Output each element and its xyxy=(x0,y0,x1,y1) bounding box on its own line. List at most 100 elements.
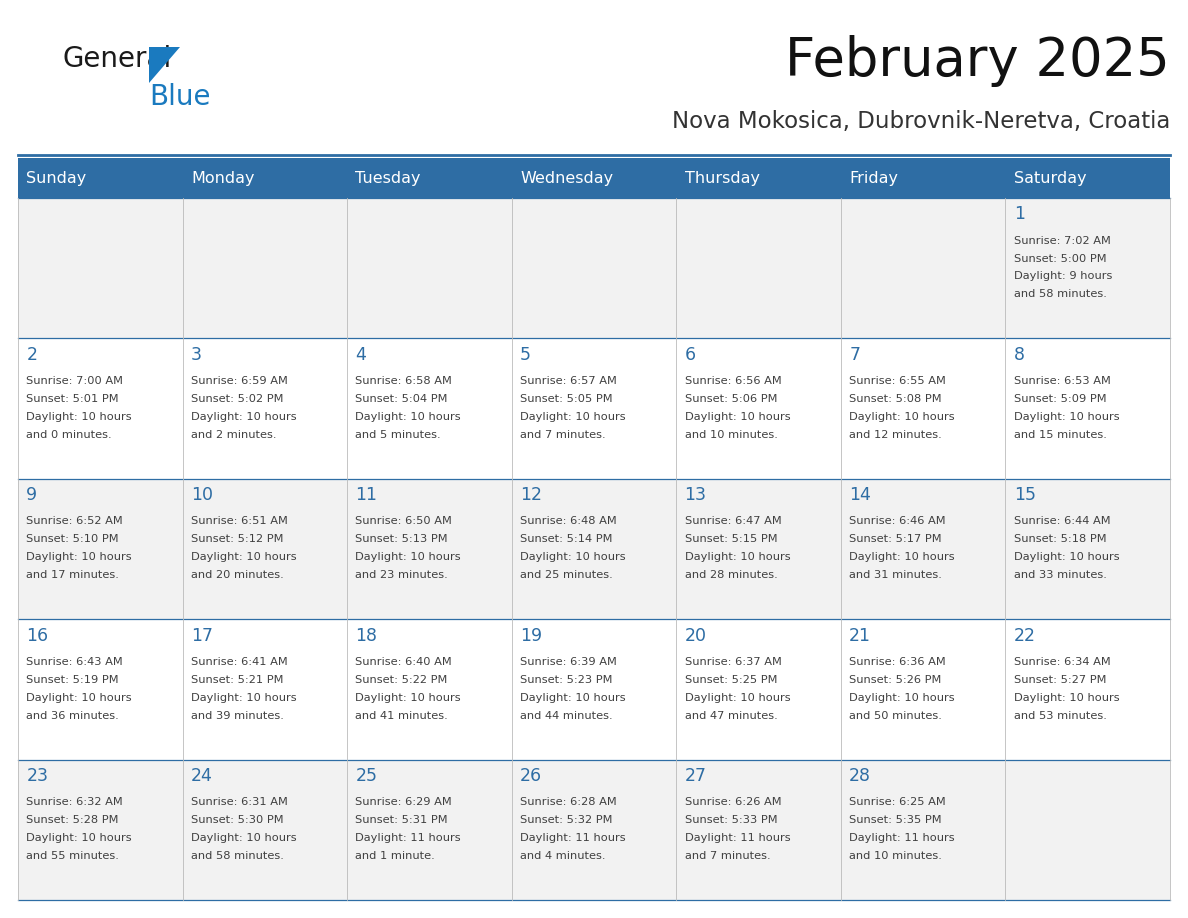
Text: and 36 minutes.: and 36 minutes. xyxy=(26,711,119,721)
Text: and 39 minutes.: and 39 minutes. xyxy=(191,711,284,721)
Text: Tuesday: Tuesday xyxy=(355,171,421,185)
Text: Sunrise: 6:28 AM: Sunrise: 6:28 AM xyxy=(520,797,617,807)
Text: 16: 16 xyxy=(26,627,49,644)
Text: Daylight: 10 hours: Daylight: 10 hours xyxy=(26,693,132,702)
Text: 5: 5 xyxy=(520,346,531,364)
Text: Daylight: 10 hours: Daylight: 10 hours xyxy=(26,412,132,422)
Text: Sunset: 5:22 PM: Sunset: 5:22 PM xyxy=(355,675,448,685)
Text: Sunrise: 6:25 AM: Sunrise: 6:25 AM xyxy=(849,797,946,807)
Bar xyxy=(1005,620,1170,759)
Text: 15: 15 xyxy=(1013,487,1036,504)
Text: Sunset: 5:10 PM: Sunset: 5:10 PM xyxy=(26,534,119,544)
Bar xyxy=(841,479,1005,620)
Text: Daylight: 10 hours: Daylight: 10 hours xyxy=(684,412,790,422)
Text: and 31 minutes.: and 31 minutes. xyxy=(849,570,942,580)
Bar xyxy=(512,198,676,339)
Text: Daylight: 10 hours: Daylight: 10 hours xyxy=(849,553,955,562)
Text: 22: 22 xyxy=(1013,627,1036,644)
Text: Sunrise: 6:37 AM: Sunrise: 6:37 AM xyxy=(684,657,782,666)
Text: 20: 20 xyxy=(684,627,707,644)
Text: 4: 4 xyxy=(355,346,366,364)
Text: General: General xyxy=(62,45,171,73)
Text: Daylight: 10 hours: Daylight: 10 hours xyxy=(355,412,461,422)
Text: Sunset: 5:00 PM: Sunset: 5:00 PM xyxy=(1013,253,1106,263)
Text: and 15 minutes.: and 15 minutes. xyxy=(1013,430,1106,440)
Text: Sunset: 5:08 PM: Sunset: 5:08 PM xyxy=(849,394,942,404)
Bar xyxy=(512,759,676,900)
Text: Daylight: 10 hours: Daylight: 10 hours xyxy=(355,553,461,562)
Bar xyxy=(841,620,1005,759)
Text: 28: 28 xyxy=(849,767,871,785)
Text: Sunset: 5:06 PM: Sunset: 5:06 PM xyxy=(684,394,777,404)
Text: Sunrise: 6:52 AM: Sunrise: 6:52 AM xyxy=(26,517,124,526)
Bar xyxy=(1005,158,1170,198)
Text: February 2025: February 2025 xyxy=(785,35,1170,87)
Bar xyxy=(183,198,347,339)
Text: and 4 minutes.: and 4 minutes. xyxy=(520,851,606,861)
Bar xyxy=(676,158,841,198)
Text: 21: 21 xyxy=(849,627,871,644)
Text: Sunrise: 6:26 AM: Sunrise: 6:26 AM xyxy=(684,797,782,807)
Text: Daylight: 10 hours: Daylight: 10 hours xyxy=(1013,693,1119,702)
Text: Sunrise: 6:41 AM: Sunrise: 6:41 AM xyxy=(191,657,287,666)
Bar xyxy=(183,759,347,900)
Text: Nova Mokosica, Dubrovnik-Neretva, Croatia: Nova Mokosica, Dubrovnik-Neretva, Croati… xyxy=(671,110,1170,133)
Text: Sunset: 5:13 PM: Sunset: 5:13 PM xyxy=(355,534,448,544)
Text: and 12 minutes.: and 12 minutes. xyxy=(849,430,942,440)
Text: and 23 minutes.: and 23 minutes. xyxy=(355,570,448,580)
Text: Daylight: 9 hours: Daylight: 9 hours xyxy=(1013,272,1112,282)
Text: Sunset: 5:15 PM: Sunset: 5:15 PM xyxy=(684,534,777,544)
Text: Sunset: 5:30 PM: Sunset: 5:30 PM xyxy=(191,815,284,825)
Bar xyxy=(1005,198,1170,339)
Bar xyxy=(841,158,1005,198)
Text: Sunrise: 6:55 AM: Sunrise: 6:55 AM xyxy=(849,376,946,386)
Text: Wednesday: Wednesday xyxy=(520,171,613,185)
Text: Daylight: 10 hours: Daylight: 10 hours xyxy=(520,412,626,422)
Text: Sunrise: 6:44 AM: Sunrise: 6:44 AM xyxy=(1013,517,1111,526)
Text: 19: 19 xyxy=(520,627,542,644)
Text: Sunrise: 6:51 AM: Sunrise: 6:51 AM xyxy=(191,517,287,526)
Text: Daylight: 11 hours: Daylight: 11 hours xyxy=(520,833,626,843)
Text: and 10 minutes.: and 10 minutes. xyxy=(684,430,777,440)
Bar xyxy=(841,339,1005,479)
Text: Sunrise: 6:34 AM: Sunrise: 6:34 AM xyxy=(1013,657,1111,666)
Text: Sunset: 5:18 PM: Sunset: 5:18 PM xyxy=(1013,534,1106,544)
Bar xyxy=(347,339,512,479)
Text: 11: 11 xyxy=(355,487,378,504)
Text: Daylight: 11 hours: Daylight: 11 hours xyxy=(355,833,461,843)
Bar xyxy=(183,620,347,759)
Text: Daylight: 10 hours: Daylight: 10 hours xyxy=(191,412,297,422)
Text: Friday: Friday xyxy=(849,171,898,185)
Text: and 53 minutes.: and 53 minutes. xyxy=(1013,711,1106,721)
Bar xyxy=(676,479,841,620)
Bar xyxy=(676,759,841,900)
Text: and 58 minutes.: and 58 minutes. xyxy=(191,851,284,861)
Text: and 1 minute.: and 1 minute. xyxy=(355,851,435,861)
Text: 13: 13 xyxy=(684,487,707,504)
Bar xyxy=(183,158,347,198)
Text: Daylight: 10 hours: Daylight: 10 hours xyxy=(1013,412,1119,422)
Text: 3: 3 xyxy=(191,346,202,364)
Text: and 7 minutes.: and 7 minutes. xyxy=(520,430,606,440)
Bar xyxy=(18,759,183,900)
Text: Sunset: 5:14 PM: Sunset: 5:14 PM xyxy=(520,534,613,544)
Text: Sunrise: 6:40 AM: Sunrise: 6:40 AM xyxy=(355,657,453,666)
Text: Daylight: 10 hours: Daylight: 10 hours xyxy=(26,553,132,562)
Text: Sunrise: 7:02 AM: Sunrise: 7:02 AM xyxy=(1013,236,1111,246)
Text: Daylight: 10 hours: Daylight: 10 hours xyxy=(520,693,626,702)
Text: and 55 minutes.: and 55 minutes. xyxy=(26,851,119,861)
Text: and 47 minutes.: and 47 minutes. xyxy=(684,711,777,721)
Text: 14: 14 xyxy=(849,487,871,504)
Text: 25: 25 xyxy=(355,767,378,785)
Text: 12: 12 xyxy=(520,487,542,504)
Text: Sunrise: 6:39 AM: Sunrise: 6:39 AM xyxy=(520,657,617,666)
Text: Daylight: 10 hours: Daylight: 10 hours xyxy=(26,833,132,843)
Text: 27: 27 xyxy=(684,767,707,785)
Bar xyxy=(18,339,183,479)
Text: Daylight: 10 hours: Daylight: 10 hours xyxy=(191,833,297,843)
Text: Sunset: 5:05 PM: Sunset: 5:05 PM xyxy=(520,394,613,404)
Text: Sunrise: 6:46 AM: Sunrise: 6:46 AM xyxy=(849,517,946,526)
Text: Sunset: 5:04 PM: Sunset: 5:04 PM xyxy=(355,394,448,404)
Text: Sunset: 5:27 PM: Sunset: 5:27 PM xyxy=(1013,675,1106,685)
Bar xyxy=(512,620,676,759)
